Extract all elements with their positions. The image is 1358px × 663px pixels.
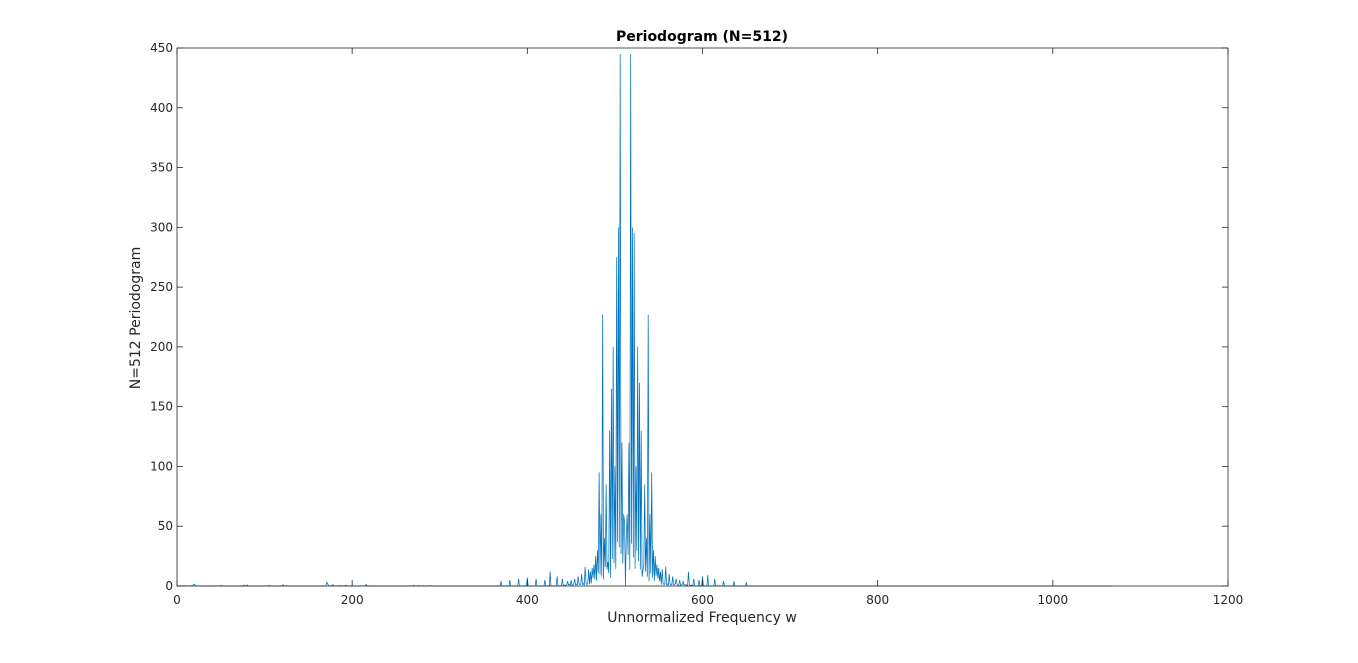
chart-title: Periodogram (N=512) <box>616 29 788 45</box>
y-tick-label: 300 <box>150 220 173 234</box>
x-tick-label: 200 <box>341 593 364 607</box>
y-tick-label: 50 <box>158 519 173 533</box>
plot-area: 0 200 400 600 800 1000 1200 0 50 100 150 200 250 300 3… <box>150 41 1243 607</box>
y-tick-label: 400 <box>150 101 173 115</box>
y-tick-label: 350 <box>150 161 173 175</box>
y-tick-label: 0 <box>165 579 173 593</box>
x-tick-label: 0 <box>173 593 181 607</box>
y-tick-label: 100 <box>150 459 173 473</box>
y-axis-label: N=512 Periodogram <box>128 247 144 389</box>
x-axis-label: Unnormalized Frequency w <box>607 610 797 626</box>
x-tick-label: 1000 <box>1038 593 1069 607</box>
y-tick-label: 200 <box>150 340 173 354</box>
y-tick-label: 250 <box>150 280 173 294</box>
x-tick-label: 600 <box>691 593 714 607</box>
y-tick-label: 450 <box>150 41 173 55</box>
x-tick-label: 1200 <box>1213 593 1244 607</box>
x-tick-label: 400 <box>516 593 539 607</box>
x-tick-label: 800 <box>866 593 889 607</box>
y-tick-label: 150 <box>150 400 173 414</box>
